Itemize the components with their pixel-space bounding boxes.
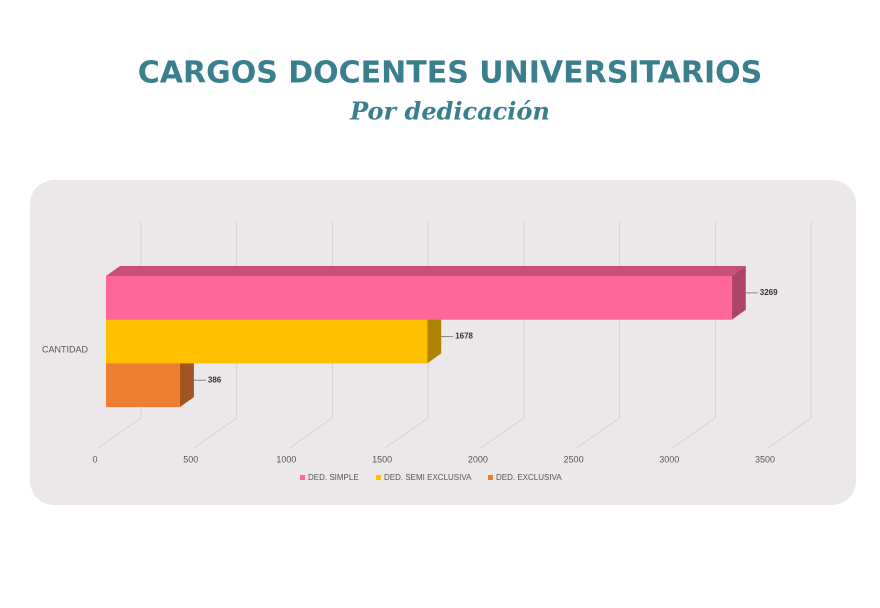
legend-label: DED. EXCLUSIVA [496, 473, 562, 482]
legend-label: DED. SIMPLE [308, 473, 359, 482]
legend-label: DED. SEMI EXCLUSIVA [384, 473, 472, 482]
x-tick-label: 500 [183, 454, 198, 464]
chart-subtitle: Por dedicación [349, 97, 550, 126]
y-tick-label: CANTIDAD [42, 344, 89, 354]
bar-top [106, 266, 746, 276]
floor-line [384, 417, 429, 449]
floor-line [97, 417, 142, 449]
legend-swatch [488, 475, 493, 480]
floor-line [193, 417, 238, 449]
floor-line [671, 417, 716, 449]
x-tick-label: 3000 [659, 454, 679, 464]
bar-side [427, 309, 442, 364]
value-label: 386 [208, 375, 222, 384]
bar [106, 319, 428, 364]
value-label: 3269 [760, 288, 778, 297]
chart-title: CARGOS DOCENTES UNIVERSITARIOS [138, 56, 762, 91]
bar-side [731, 266, 746, 320]
floor-line [480, 417, 525, 449]
x-tick-label: 0 [92, 454, 97, 464]
floor-line [767, 417, 812, 449]
x-tick-label: 3500 [755, 454, 775, 464]
value-label: 1678 [455, 332, 473, 341]
x-tick-label: 1500 [372, 454, 392, 464]
x-tick-label: 2500 [564, 454, 584, 464]
legend-swatch [376, 475, 381, 480]
bar [106, 363, 180, 408]
floor-line [576, 417, 620, 449]
x-tick-label: 1000 [276, 454, 296, 464]
floor-line [289, 417, 333, 449]
bar-side [179, 353, 194, 408]
bar [106, 276, 732, 320]
legend-swatch [300, 475, 305, 480]
x-tick-label: 2000 [468, 454, 488, 464]
